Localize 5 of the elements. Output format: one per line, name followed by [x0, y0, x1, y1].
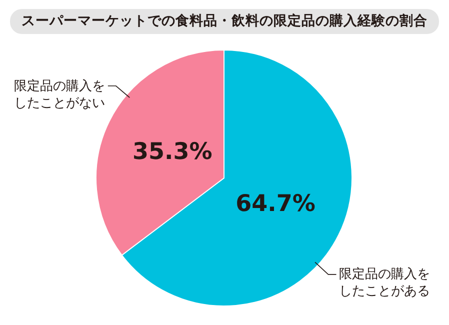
- data-label: 35.3%: [132, 138, 214, 168]
- data-label: 64.7%: [234, 190, 316, 219]
- slice-label: 限定品の購入をしたことがない: [13, 78, 106, 112]
- chart-title: スーパーマーケットでの食料品・飲料の限定品の購入経験の割合: [10, 9, 439, 34]
- slice-label: 限定品の購入をしたことがある: [339, 266, 432, 300]
